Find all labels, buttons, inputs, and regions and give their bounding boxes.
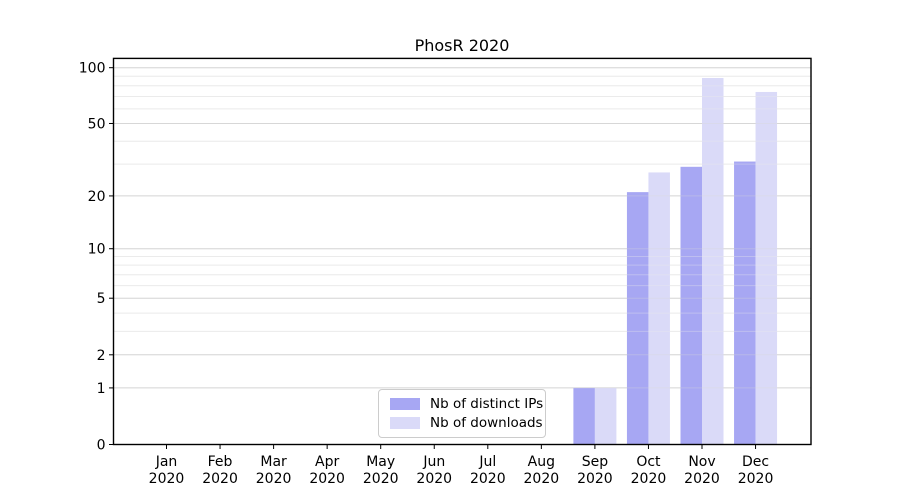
x-tick-label-year: 2020: [256, 471, 292, 487]
x-tick-label-month: Sep: [582, 454, 609, 470]
legend-swatch-downloads: [390, 417, 420, 429]
bar-distinct-ips-dec-2020: [734, 161, 756, 445]
x-tick-label-year: 2020: [202, 471, 238, 487]
y-tick-label: 100: [79, 61, 106, 77]
x-tick-label-month: Jun: [422, 454, 445, 470]
x-tick-label-month: May: [366, 454, 395, 470]
legend: Nb of distinct IPs Nb of downloads: [378, 389, 546, 438]
y-tick-label: 0: [97, 438, 106, 454]
y-tick-label: 2: [97, 348, 106, 364]
legend-label-downloads: Nb of downloads: [430, 415, 543, 431]
legend-swatch-distinct-ips: [390, 398, 420, 410]
x-tick-label-month: Dec: [742, 454, 769, 470]
y-tick-label: 1: [97, 381, 106, 397]
legend-label-distinct-ips: Nb of distinct IPs: [430, 396, 544, 412]
x-tick-label-month: Apr: [315, 454, 339, 470]
x-tick-label-month: Nov: [688, 454, 715, 470]
x-tick-label-month: Mar: [260, 454, 287, 470]
y-tick-label: 50: [88, 116, 106, 132]
x-tick-label-year: 2020: [524, 471, 560, 487]
legend-item-downloads: Nb of downloads: [390, 415, 543, 431]
bar-downloads-oct-2020: [648, 172, 670, 445]
x-tick-label-year: 2020: [631, 471, 667, 487]
x-tick-label-year: 2020: [684, 471, 720, 487]
x-tick-label-year: 2020: [309, 471, 345, 487]
x-tick-label-year: 2020: [577, 471, 613, 487]
x-tick-label-month: Jul: [478, 454, 496, 470]
bar-distinct-ips-oct-2020: [626, 192, 649, 445]
x-tick-label-month: Feb: [208, 454, 233, 470]
x-tick-label-year: 2020: [738, 471, 774, 487]
x-tick-label-year: 2020: [149, 471, 185, 487]
legend-item-distinct-ips: Nb of distinct IPs: [390, 396, 543, 412]
x-tick-label-year: 2020: [470, 471, 506, 487]
y-tick-label: 10: [88, 242, 106, 258]
x-tick-label-month: Oct: [636, 454, 661, 470]
bar-downloads-nov-2020: [702, 78, 724, 445]
bar-distinct-ips-sep-2020: [573, 387, 595, 445]
bar-downloads-sep-2020: [594, 387, 617, 445]
axes-frame: [112, 57, 812, 446]
x-tick-label-month: Aug: [528, 454, 555, 470]
bar-downloads-dec-2020: [755, 91, 778, 445]
x-tick-label-year: 2020: [363, 471, 399, 487]
x-tick-label-month: Jan: [155, 454, 178, 470]
bar-distinct-ips-nov-2020: [680, 166, 702, 445]
y-tick-label: 5: [97, 291, 106, 307]
x-tick-label-year: 2020: [416, 471, 452, 487]
y-tick-label: 20: [88, 189, 106, 205]
